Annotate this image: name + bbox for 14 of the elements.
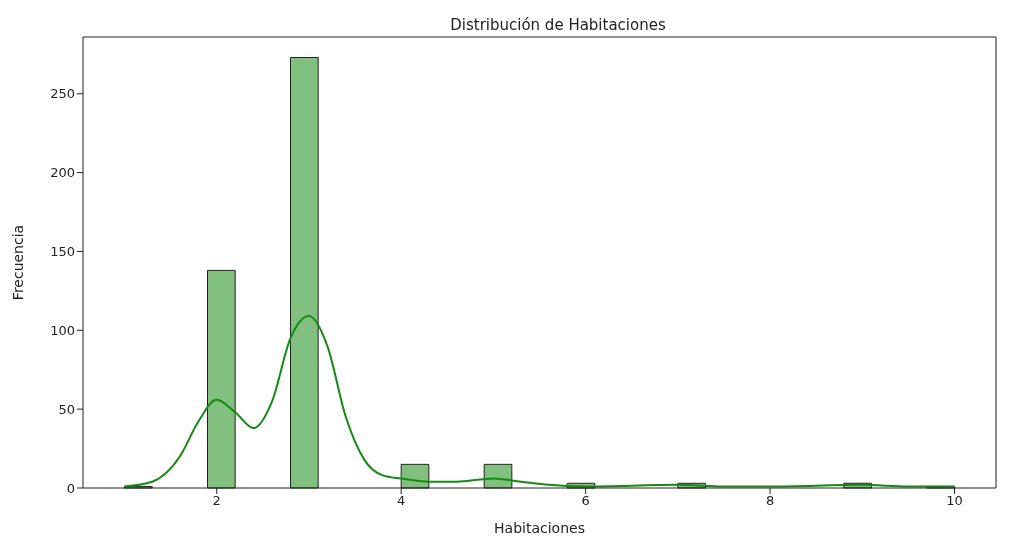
x-tick-label: 8 <box>765 493 775 509</box>
y-tick-label: 250 <box>50 86 75 102</box>
x-tick-label: 10 <box>946 493 963 509</box>
x-axis-title: Habitaciones <box>494 520 585 536</box>
y-axis-title: Frecuencia <box>9 224 26 301</box>
y-tick-label: 0 <box>66 480 75 496</box>
y-tick-label: 150 <box>50 244 75 260</box>
y-tick-label: 50 <box>58 401 75 417</box>
x-tick-label: 4 <box>397 493 406 509</box>
x-tick-label: 6 <box>581 493 590 509</box>
y-tick-label: 100 <box>50 322 75 338</box>
y-tick-label: 200 <box>50 165 75 181</box>
x-tick-label: 2 <box>212 493 221 509</box>
chart-title: Distribución de Habitaciones <box>450 16 666 34</box>
